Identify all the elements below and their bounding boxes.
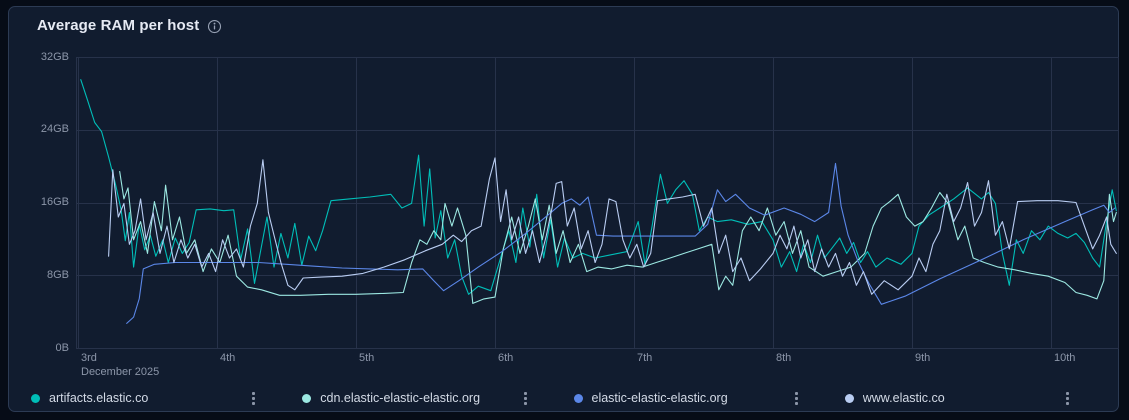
x-axis-sublabel: December 2025 <box>81 366 160 378</box>
legend-actions-kebab-icon[interactable] <box>249 389 258 408</box>
legend-label: artifacts.elastic.co <box>49 391 149 405</box>
series-line-cdn.elastic-elastic-elastic.org[interactable] <box>119 171 1117 304</box>
legend-label: cdn.elastic-elastic-elastic.org <box>320 391 481 405</box>
y-axis-label: 8GB <box>46 268 69 281</box>
legend-label: www.elastic.co <box>862 391 945 405</box>
x-axis-label: 3rd December 2025 <box>81 352 160 378</box>
series-color-dot <box>844 393 854 403</box>
y-axis-label: 24GB <box>40 123 69 136</box>
legend-item-elastic-elastic-elastic-org[interactable]: elastic-elastic-elastic.org <box>573 389 845 408</box>
chart-legend: artifacts.elastic.co cdn.elastic-elastic… <box>31 384 1116 412</box>
y-axis-label: 16GB <box>40 196 69 208</box>
panel-header: Average RAM per host <box>37 17 222 35</box>
panel-title: Average RAM per host <box>37 17 200 34</box>
series-line-elastic-elastic-elastic.org[interactable] <box>126 162 1116 324</box>
legend-actions-kebab-icon[interactable] <box>521 389 530 408</box>
series-color-dot <box>302 393 312 403</box>
x-axis-label: 8th <box>776 352 792 364</box>
legend-actions-kebab-icon[interactable] <box>792 389 801 408</box>
info-icon[interactable] <box>207 19 222 34</box>
legend-actions-kebab-icon[interactable] <box>1063 389 1072 408</box>
ram-per-host-panel: Average RAM per host 0B 8GB 16GB 24GB 32GB 3… <box>8 6 1119 412</box>
series-line-www.elastic.co[interactable] <box>108 157 1117 295</box>
x-axis-label: 10th <box>1054 352 1076 364</box>
x-axis-label: 5th <box>359 352 375 364</box>
series-color-dot <box>573 393 583 403</box>
x-axis-label: 6th <box>498 352 514 364</box>
series-color-dot <box>31 393 40 403</box>
y-axis-label: 0B <box>55 341 69 354</box>
legend-label: elastic-elastic-elastic.org <box>591 391 728 405</box>
legend-item-cdn-elastic-elastic-elastic-org[interactable]: cdn.elastic-elastic-elastic.org <box>302 389 573 408</box>
legend-item-artifacts-elastic-co[interactable]: artifacts.elastic.co <box>31 389 302 408</box>
legend-item-www-elastic-co[interactable]: www.elastic.co <box>844 389 1116 408</box>
x-axis-label: 9th <box>915 352 931 364</box>
y-axis-label: 32GB <box>40 50 69 63</box>
x-axis-label: 7th <box>637 352 653 364</box>
ram-line-chart[interactable] <box>76 57 1119 349</box>
x-axis-label: 4th <box>220 352 236 364</box>
series-line-artifacts.elastic.co[interactable] <box>80 79 1117 295</box>
